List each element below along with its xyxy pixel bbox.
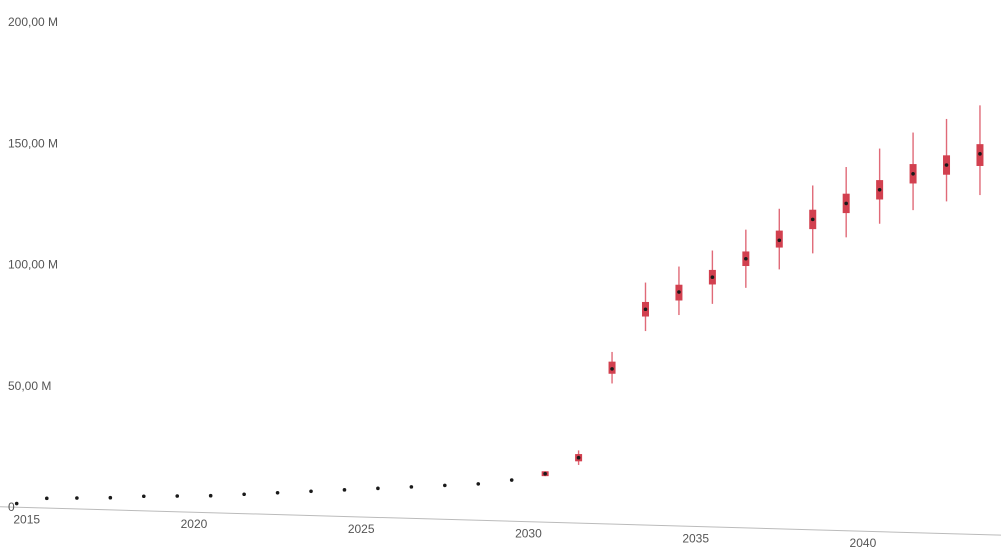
median-dot bbox=[978, 152, 982, 156]
median-dot bbox=[175, 494, 180, 498]
median-dot bbox=[877, 187, 882, 192]
median-dot bbox=[275, 490, 280, 495]
median-dot bbox=[944, 163, 949, 167]
data-point bbox=[141, 494, 146, 499]
data-point bbox=[208, 493, 213, 498]
x-tick-label: 2040 bbox=[850, 536, 877, 549]
data-point bbox=[242, 492, 246, 497]
median-dot bbox=[911, 171, 915, 176]
y-tick-label: 50,00 M bbox=[8, 379, 51, 393]
median-dot bbox=[543, 471, 547, 476]
data-point bbox=[943, 118, 951, 202]
data-point bbox=[641, 282, 649, 332]
data-point bbox=[409, 485, 414, 489]
data-point bbox=[608, 351, 616, 384]
data-point bbox=[342, 488, 347, 492]
data-point bbox=[809, 185, 817, 254]
median-dot bbox=[108, 495, 113, 500]
data-point bbox=[775, 208, 783, 270]
median-dot bbox=[576, 455, 581, 460]
median-dot bbox=[75, 496, 79, 500]
data-point bbox=[541, 471, 549, 477]
data-point bbox=[309, 489, 313, 494]
x-tick-label: 2035 bbox=[682, 531, 709, 545]
data-point bbox=[376, 486, 380, 491]
median-dot bbox=[744, 256, 748, 261]
data-point bbox=[909, 132, 917, 211]
median-dot bbox=[610, 367, 614, 371]
data-point bbox=[575, 450, 583, 465]
data-point bbox=[842, 167, 850, 238]
x-tick-layer: 2015 2020 2025 2030 2035 2040 bbox=[13, 512, 876, 549]
x-tick-label: 2030 bbox=[515, 527, 542, 541]
data-point bbox=[44, 496, 49, 501]
median-dot bbox=[44, 496, 49, 501]
median-dot bbox=[208, 493, 213, 498]
y-tick-layer: 0 50,00 M 100,00 M 150,00 M 200,00 M bbox=[8, 15, 58, 514]
x-axis-line bbox=[0, 506, 1001, 536]
median-dot bbox=[643, 307, 648, 312]
median-dot bbox=[309, 489, 313, 494]
y-tick-label: 100,00 M bbox=[8, 258, 58, 272]
data-point bbox=[509, 478, 514, 482]
median-dot bbox=[677, 290, 681, 294]
median-dot bbox=[14, 501, 19, 506]
y-tick-label: 0 bbox=[8, 500, 15, 514]
median-dot bbox=[810, 217, 815, 222]
median-dot bbox=[342, 488, 347, 492]
data-point bbox=[75, 496, 79, 500]
data-point bbox=[275, 490, 280, 495]
y-tick-label: 150,00 M bbox=[8, 136, 58, 150]
x-tick-label: 2025 bbox=[348, 522, 375, 536]
data-point bbox=[675, 266, 683, 316]
data-point bbox=[742, 229, 750, 288]
median-dot bbox=[242, 492, 246, 497]
x-tick-label: 2015 bbox=[13, 512, 40, 526]
median-dot bbox=[710, 275, 715, 279]
data-point bbox=[108, 495, 113, 500]
marks-layer bbox=[14, 105, 984, 506]
data-point bbox=[976, 105, 984, 196]
data-point bbox=[876, 148, 884, 224]
median-dot bbox=[409, 485, 414, 489]
data-point bbox=[708, 250, 716, 304]
data-point bbox=[14, 501, 19, 506]
x-tick-label: 2020 bbox=[181, 517, 208, 531]
median-dot bbox=[844, 201, 848, 206]
median-dot bbox=[509, 478, 514, 482]
axis-layer bbox=[0, 506, 1001, 536]
y-tick-label: 200,00 M bbox=[8, 15, 58, 29]
median-dot bbox=[141, 494, 146, 499]
median-dot bbox=[476, 482, 481, 486]
data-point bbox=[476, 482, 481, 486]
data-point bbox=[175, 494, 180, 498]
median-dot bbox=[376, 486, 380, 491]
median-dot bbox=[777, 238, 782, 243]
data-point bbox=[443, 483, 447, 488]
median-dot bbox=[443, 483, 447, 488]
